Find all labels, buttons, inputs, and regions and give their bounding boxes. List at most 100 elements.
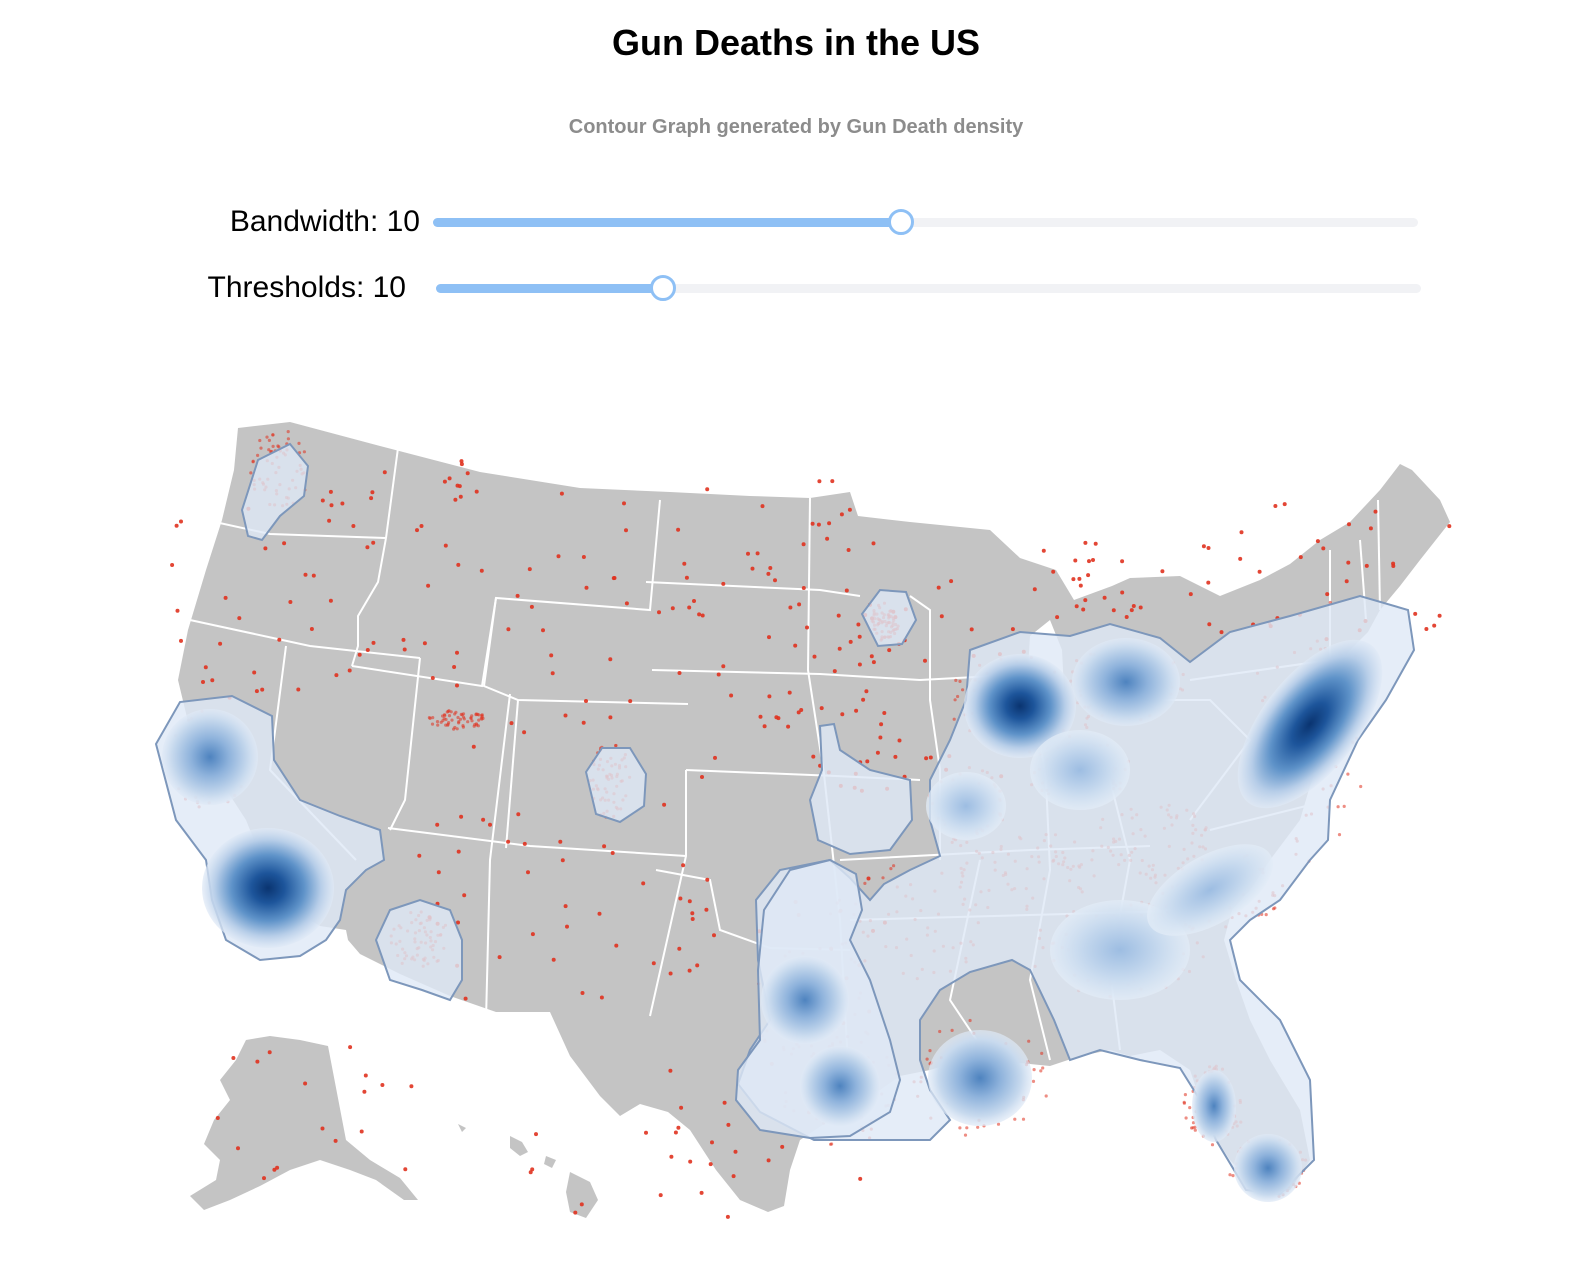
death-point [365, 545, 370, 550]
death-point [203, 665, 208, 670]
death-point [861, 697, 866, 702]
death-point [699, 1190, 704, 1195]
death-point [260, 687, 265, 692]
death-point [477, 718, 481, 722]
death-point [369, 496, 374, 501]
death-point [277, 637, 282, 642]
death-point [1346, 560, 1351, 565]
death-point [441, 719, 445, 723]
death-point [801, 542, 806, 547]
death-point [1102, 595, 1107, 600]
death-point [201, 680, 205, 684]
death-point [882, 711, 887, 715]
death-point [830, 1142, 834, 1146]
death-point [1077, 576, 1082, 581]
death-point [846, 548, 851, 552]
death-point [267, 438, 271, 442]
death-point [676, 1125, 681, 1130]
death-point [470, 719, 474, 723]
death-point [447, 714, 452, 718]
death-point [816, 522, 821, 527]
death-point [351, 524, 356, 528]
death-point [1083, 540, 1088, 545]
death-point [700, 613, 705, 618]
death-point [558, 839, 563, 844]
death-point [1347, 522, 1351, 527]
death-point [1138, 605, 1143, 610]
death-point [328, 598, 333, 603]
death-point [480, 713, 484, 717]
death-point [334, 673, 339, 678]
thresholds-slider-thumb[interactable] [649, 275, 676, 301]
death-point [382, 470, 387, 475]
death-point [825, 536, 830, 541]
death-point [697, 612, 702, 617]
death-point [218, 641, 223, 646]
contour-phoenix [374, 898, 463, 1002]
death-point [267, 448, 271, 452]
death-point [844, 588, 849, 593]
death-point [958, 679, 962, 683]
page-subtitle: Contour Graph generated by Gun Death den… [568, 116, 1024, 138]
death-point [602, 844, 607, 849]
death-point [581, 720, 586, 725]
thresholds-label: Thresholds: 10 [207, 271, 406, 304]
houston-density [800, 1046, 880, 1126]
death-point [1078, 583, 1083, 588]
death-point [255, 1059, 260, 1064]
bandwidth-slider-thumb[interactable] [887, 209, 914, 235]
bandwidth-slider[interactable] [433, 209, 1418, 235]
death-point [452, 665, 457, 669]
death-point [527, 567, 532, 572]
death-point [474, 489, 479, 494]
death-point [928, 755, 933, 760]
death-point [954, 678, 958, 682]
death-point [704, 907, 709, 912]
death-point [608, 715, 613, 720]
death-point [1021, 1117, 1026, 1121]
death-point [488, 822, 492, 827]
death-point [459, 459, 464, 464]
death-point [673, 1130, 678, 1135]
death-point [456, 920, 460, 925]
death-point [1041, 548, 1046, 553]
page-title: Gun Deaths in the US [611, 22, 981, 63]
death-point [668, 1068, 673, 1073]
death-point [329, 503, 334, 508]
death-point [819, 706, 824, 711]
death-point [854, 708, 859, 713]
death-point [170, 563, 175, 567]
death-point [722, 1100, 727, 1105]
death-point [963, 1133, 968, 1137]
death-point [452, 727, 456, 731]
death-point [430, 676, 435, 680]
death-point [668, 971, 673, 976]
death-point [556, 554, 561, 559]
death-point [677, 671, 682, 675]
death-point [296, 687, 301, 692]
death-point [721, 664, 726, 669]
death-point [380, 1083, 385, 1087]
death-point [573, 1210, 578, 1215]
death-point [610, 851, 615, 855]
death-point [644, 1130, 648, 1135]
death-point [1432, 623, 1437, 628]
death-point [265, 435, 269, 439]
los-angeles-density [202, 828, 334, 948]
death-point [428, 716, 432, 720]
death-point [453, 497, 458, 502]
death-point [551, 957, 556, 962]
death-point [713, 755, 717, 760]
death-point [431, 716, 435, 720]
death-point [455, 727, 459, 731]
death-point [210, 678, 215, 683]
thresholds-slider[interactable] [436, 275, 1421, 301]
death-point [1207, 622, 1212, 627]
death-point [768, 566, 773, 570]
death-point [302, 450, 306, 454]
death-point [320, 1126, 325, 1131]
death-point [1364, 563, 1369, 568]
death-point [403, 1167, 408, 1172]
death-point [729, 693, 734, 698]
death-point [1391, 564, 1396, 568]
